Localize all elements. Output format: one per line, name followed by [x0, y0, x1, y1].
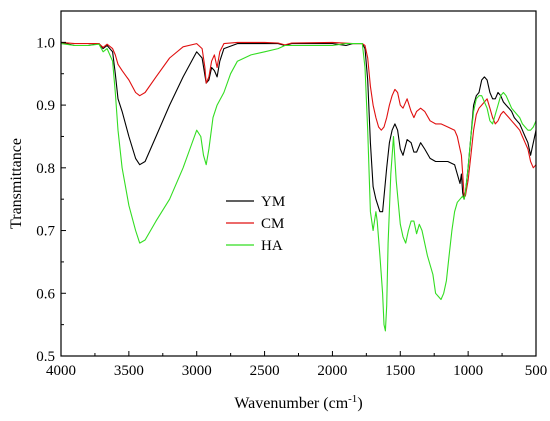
series-line-ym: [60, 41, 537, 213]
y-tick-label: 0.5: [36, 349, 55, 365]
x-axis-title: Wavenumber (cm-1): [234, 393, 362, 412]
legend-label-cm: CM: [261, 216, 284, 232]
x-tick-label: 4000: [46, 363, 76, 379]
y-tick-label: 0.6: [36, 286, 55, 302]
x-tick-label: 3000: [182, 363, 212, 379]
x-tick-label: 3500: [114, 363, 144, 379]
x-axis-title-main: Wavenumber (cm: [234, 395, 348, 412]
x-axis-title-close: ): [357, 395, 362, 412]
x-tick-label: 1000: [453, 363, 483, 379]
x-tick-label: 500: [525, 363, 548, 379]
y-axis-title: Transmittance: [8, 138, 25, 229]
series-line-cm: [60, 41, 537, 197]
ticks-layer: 4000 3500 3000 2500 2000 1500 1000 500 0.5 0.6 0.7…: [36, 35, 547, 379]
axes-layer: [60, 10, 537, 357]
x-tick-label: 2500: [250, 363, 280, 379]
x-axis-title-superscript: -1: [348, 393, 357, 405]
y-tick-label: 0.9: [36, 98, 55, 114]
legend: YM CM HA: [226, 194, 285, 254]
x-tick-label: 2000: [317, 363, 347, 379]
y-tick-label: 0.8: [36, 161, 55, 177]
x-tick-label: 1500: [385, 363, 415, 379]
legend-label-ym: YM: [261, 194, 285, 210]
y-tick-label: 0.7: [36, 224, 55, 240]
legend-label-ha: HA: [261, 238, 283, 254]
y-tick-label: 1.0: [36, 35, 55, 51]
series-line-ha: [60, 43, 537, 332]
plot-frame: [60, 10, 537, 357]
series-layer: [60, 41, 537, 332]
